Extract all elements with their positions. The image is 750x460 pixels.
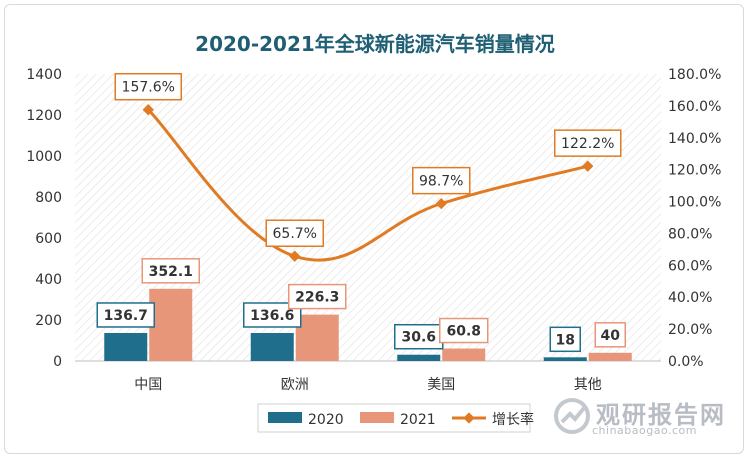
- data-label-box: [265, 219, 324, 247]
- x-tick-label: 其他: [574, 377, 602, 393]
- y-right-tick-label: 60.0%: [668, 258, 712, 274]
- x-tick-label: 欧洲: [281, 377, 309, 393]
- data-label-growth: 157.6%: [122, 80, 175, 96]
- chart-title: 2020-2021年全球新能源汽车销量情况: [195, 32, 555, 56]
- line-point: [435, 197, 447, 210]
- line-point: [582, 160, 594, 172]
- data-label-2021: 40: [601, 328, 621, 344]
- bar-2020: [104, 332, 148, 361]
- bar-2020: [543, 357, 587, 361]
- y-left-tick-label: 1200: [26, 108, 62, 124]
- data-label-2020: 136.7: [104, 308, 148, 324]
- data-label-2021: 352.1: [149, 264, 193, 280]
- y-left-tick-label: 800: [35, 190, 62, 206]
- bar-2020: [397, 354, 441, 361]
- data-label-growth: 65.7%: [273, 226, 317, 242]
- watermark-text: 观研报告网: [596, 401, 726, 429]
- y-right-tick-label: 160.0%: [668, 99, 721, 115]
- data-label-box: [288, 283, 347, 310]
- bar-2020: [250, 332, 294, 361]
- data-label-box: [114, 72, 182, 101]
- watermark-url: chinabaogao.com: [592, 424, 697, 437]
- data-label-2020: 18: [556, 332, 575, 348]
- legend-label-增长率: 增长率: [492, 411, 534, 428]
- data-label-box: [412, 166, 471, 195]
- y-right-tick-label: 120.0%: [668, 163, 721, 179]
- data-label-growth: 122.2%: [561, 136, 614, 152]
- series-line-增长率: [147, 108, 589, 262]
- watermark-logo-icon: [554, 398, 590, 434]
- legend-swatch-2020: [268, 412, 302, 423]
- data-label-2021: 60.8: [446, 324, 481, 340]
- bar-2021: [295, 314, 339, 361]
- data-label-growth: 98.7%: [419, 174, 463, 190]
- legend-label-2021: 2021: [400, 412, 436, 428]
- bar-2021: [588, 352, 632, 361]
- x-tick-label: 中国: [134, 377, 162, 393]
- x-tick-label: 美国: [427, 377, 455, 393]
- data-label-box: [554, 129, 622, 157]
- y-right-tick-label: 80.0%: [668, 226, 712, 242]
- y-right-tick-label: 100.0%: [668, 195, 721, 211]
- data-label-box: [394, 323, 444, 350]
- data-label-box: [96, 302, 155, 328]
- bar-2021: [442, 348, 486, 361]
- y-right-tick-label: 40.0%: [668, 290, 712, 306]
- legend-swatch-2021: [360, 412, 394, 423]
- data-label-box: [141, 258, 200, 284]
- y-left-tick-label: 0: [53, 354, 62, 370]
- y-left-tick-label: 1400: [26, 67, 62, 83]
- y-right-tick-label: 140.0%: [668, 131, 721, 147]
- y-left-tick-label: 400: [35, 272, 62, 288]
- data-label-box: [549, 326, 581, 353]
- y-right-tick-label: 20.0%: [668, 322, 712, 338]
- data-label-2020: 136.6: [250, 308, 294, 324]
- data-label-box: [594, 322, 626, 348]
- y-right-tick-label: 0.0%: [668, 354, 704, 370]
- legend-label-2020: 2020: [308, 412, 344, 428]
- line-point: [289, 250, 301, 262]
- data-label-2020: 30.6: [401, 330, 436, 346]
- legend-swatch-marker: [463, 412, 475, 424]
- data-label-2021: 226.3: [295, 290, 339, 306]
- y-right-tick-label: 180.0%: [668, 67, 721, 83]
- y-left-tick-label: 1000: [26, 149, 62, 165]
- data-label-box: [439, 317, 489, 344]
- y-left-tick-label: 600: [35, 231, 62, 247]
- y-left-tick-label: 200: [35, 313, 62, 329]
- bar-2021: [149, 288, 193, 361]
